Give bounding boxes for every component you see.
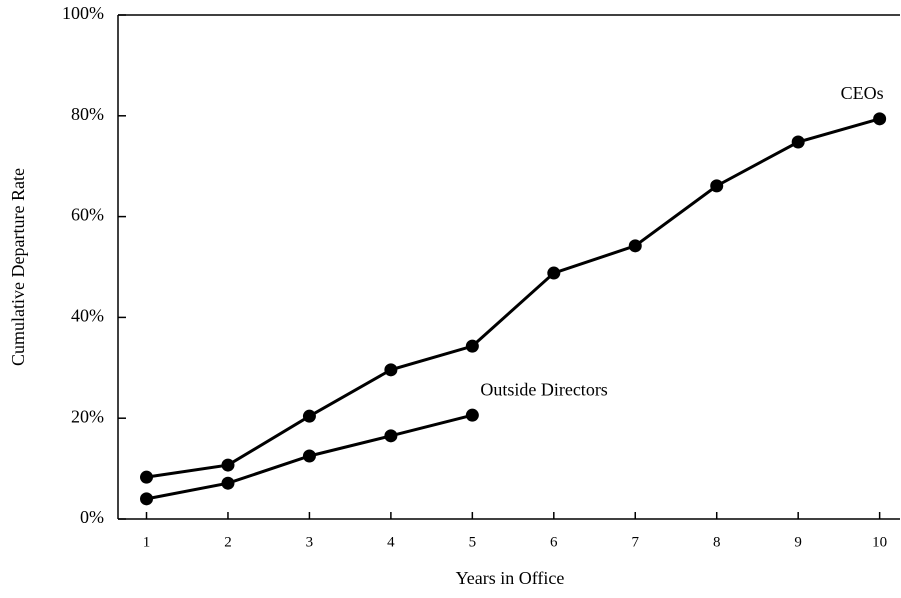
x-tick-label: 3: [306, 534, 314, 550]
x-tick-label: 1: [143, 534, 151, 550]
point: [465, 408, 479, 422]
x-tick-label: 10: [872, 534, 887, 550]
y-tick-label: 0%: [80, 507, 104, 527]
y-tick-label: 100%: [62, 3, 104, 23]
point: [710, 179, 724, 193]
y-tick-label: 40%: [71, 306, 104, 326]
point: [221, 458, 235, 472]
point: [302, 409, 316, 423]
point: [791, 135, 805, 149]
series-label: CEOs: [841, 83, 884, 103]
series-label: Outside Directors: [480, 379, 607, 399]
point: [384, 363, 398, 377]
point: [302, 449, 316, 463]
series-line: [146, 117, 881, 479]
x-tick-label: 8: [713, 534, 721, 550]
x-axis-label: Years in Office: [456, 568, 565, 588]
y-tick-label: 60%: [71, 205, 104, 225]
x-tick-label: 7: [632, 534, 640, 550]
x-tick-label: 5: [469, 534, 477, 550]
point: [221, 476, 235, 490]
point: [547, 266, 561, 280]
point: [140, 492, 154, 506]
point: [465, 339, 479, 353]
x-tick-label: 4: [387, 534, 395, 550]
x-tick-label: 6: [550, 534, 558, 550]
y-axis-label: Cumulative Departure Rate: [8, 168, 28, 366]
point: [140, 470, 154, 484]
point: [384, 429, 398, 443]
x-tick-label: 9: [794, 534, 802, 550]
point: [628, 239, 642, 253]
y-tick-label: 80%: [71, 104, 104, 124]
y-tick-label: 20%: [71, 406, 104, 426]
point: [873, 112, 887, 126]
x-tick-label: 2: [224, 534, 232, 550]
